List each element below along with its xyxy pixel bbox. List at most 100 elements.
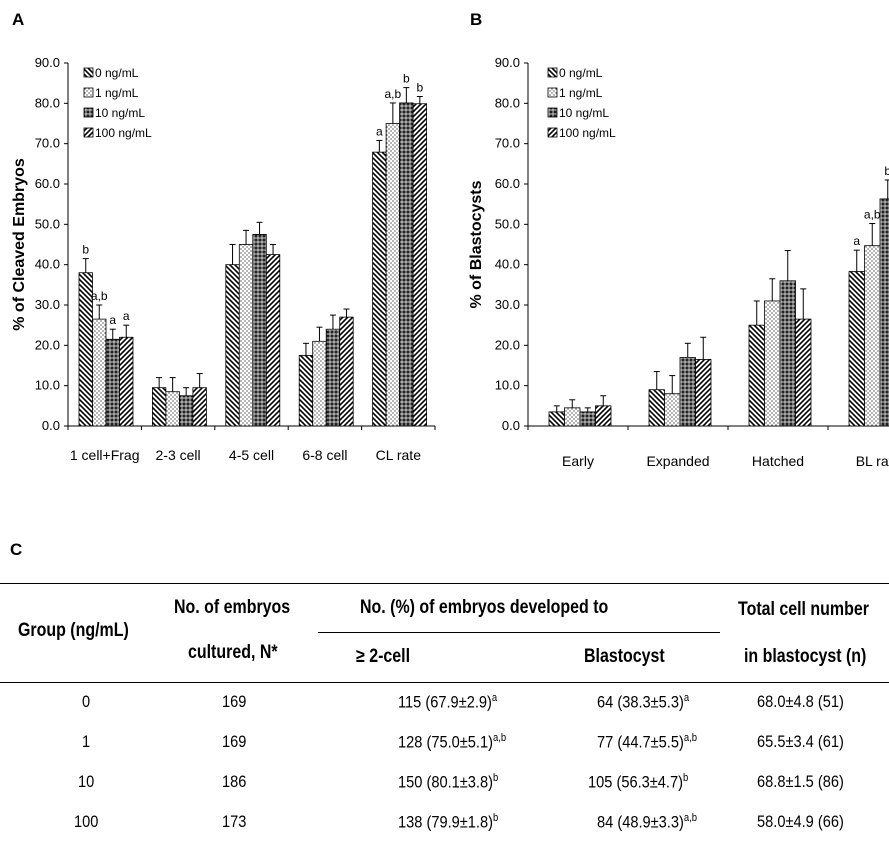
header-cultured-line1: No. of embryos [174, 597, 291, 618]
header-blastocyst: Blastocyst [584, 646, 665, 667]
legend-label: 1 ng/mL [559, 86, 603, 100]
cell-blastocyst-superscript: b [683, 772, 689, 784]
legend-swatch [83, 67, 94, 78]
panel-label-a: A [12, 10, 25, 29]
cell-cultured: 186 [222, 772, 247, 791]
bar [412, 103, 428, 427]
table-group-rule [318, 632, 720, 633]
bar [595, 405, 612, 427]
y-tick-label: 60.0 [495, 176, 520, 191]
cell-blastocyst: 64 (38.3±5.3)a [597, 692, 690, 712]
legend-swatch [547, 87, 558, 98]
legend-swatch [547, 107, 558, 118]
x-category-label: Early [562, 453, 594, 469]
y-tick-label: 40.0 [495, 257, 520, 272]
y-tick-label: 10.0 [35, 378, 60, 393]
cell-two-cell-superscript: a [491, 692, 498, 704]
bar [372, 151, 387, 427]
bar [748, 324, 765, 427]
cell-blastocyst: 105 (56.3±4.7)b [588, 772, 689, 792]
chart-a: 0.0 10.0 20.0 30.0 40.0 50.0 60.0 70.0 80.0 90.0 1… [11, 55, 436, 463]
bar [679, 357, 696, 427]
header-two-cell: ≥ 2-cell [356, 646, 411, 667]
cell-blastocyst-superscript: a [683, 692, 690, 704]
significance-label: a [109, 313, 116, 327]
cell-two-cell-superscript: b [493, 772, 499, 784]
significance-label: a,b [91, 289, 108, 303]
cell-two-cell: 128 (75.0±5.1)a,b [398, 732, 507, 752]
bar [695, 359, 712, 427]
header-total-line1: Total cell number [738, 599, 869, 620]
bar [664, 393, 681, 427]
bar [385, 123, 401, 427]
y-tick-label: 80.0 [35, 95, 60, 110]
cell-total: 58.0±4.9 (66) [757, 812, 844, 831]
cell-group: 1 [82, 732, 91, 751]
bar [564, 407, 581, 427]
bar [548, 411, 565, 427]
panel-label-b: B [470, 10, 483, 29]
y-tick-label: 90.0 [35, 55, 60, 70]
bar [339, 316, 354, 427]
x-category-label: 2-3 cell [156, 447, 201, 463]
table-top-rule [0, 583, 889, 584]
bar [779, 280, 796, 427]
header-developed: No. (%) of embryos developed to [360, 597, 609, 618]
bar [165, 391, 180, 427]
y-tick-label: 40.0 [35, 257, 60, 272]
cell-group: 10 [78, 772, 95, 791]
bar [879, 198, 889, 427]
header-group: Group (ng/mL) [18, 620, 129, 641]
legend-swatch [83, 107, 94, 118]
legend-label: 10 ng/mL [95, 106, 145, 120]
y-tick-label: 50.0 [35, 216, 60, 231]
legend-label: 100 ng/mL [559, 126, 616, 140]
table-header-rule [0, 682, 889, 683]
bar [265, 254, 281, 427]
cell-two-cell: 115 (67.9±2.9)a [398, 692, 498, 712]
legend-label: 0 ng/mL [95, 66, 139, 80]
y-axis-title: % of Cleaved Embryos [11, 158, 28, 331]
results-table: Group (ng/mL) No. of embryos cultured, N… [0, 575, 889, 855]
legend-label: 10 ng/mL [559, 106, 609, 120]
bar [764, 300, 781, 427]
x-category-label: Expanded [646, 453, 709, 469]
cell-blastocyst-superscript: a,b [683, 732, 698, 744]
cell-group: 100 [74, 812, 99, 831]
significance-label: a [853, 234, 860, 248]
legend-label: 1 ng/mL [95, 86, 139, 100]
bar [648, 389, 665, 427]
y-tick-label: 30.0 [35, 297, 60, 312]
legend-swatch [547, 127, 558, 138]
legend-swatch [83, 87, 94, 98]
cell-cultured: 169 [222, 692, 247, 711]
significance-label: a,b [385, 87, 402, 101]
bar [312, 340, 327, 427]
cell-two-cell-superscript: b [493, 812, 499, 824]
legend-swatch [83, 127, 94, 138]
y-tick-label: 0.0 [502, 418, 520, 433]
bar [105, 338, 120, 427]
bar [579, 411, 596, 427]
cell-blastocyst-superscript: a,b [683, 812, 698, 824]
y-tick-label: 90.0 [495, 55, 520, 70]
y-tick-label: 20.0 [35, 337, 60, 352]
panel-label-c: C [10, 540, 23, 559]
cell-total: 65.5±3.4 (61) [757, 732, 844, 751]
bar [178, 395, 194, 427]
significance-label: b [82, 243, 89, 257]
significance-label: b [417, 80, 424, 94]
y-tick-label: 60.0 [35, 176, 60, 191]
bar [225, 264, 240, 427]
cell-total: 68.0±4.8 (51) [757, 692, 844, 711]
significance-label: a [376, 124, 383, 138]
significance-label: a [123, 309, 130, 323]
bar [848, 271, 865, 427]
y-tick-label: 20.0 [495, 337, 520, 352]
cell-blastocyst: 77 (44.7±5.5)a,b [597, 732, 698, 752]
y-tick-label: 0.0 [42, 418, 60, 433]
bar [238, 244, 254, 427]
chart-b: 0.0 10.0 20.0 30.0 40.0 50.0 60.0 70.0 80.0 90.0 E… [468, 55, 889, 469]
cell-two-cell-superscript: a,b [493, 732, 507, 744]
x-category-label: 4-5 cell [229, 447, 274, 463]
